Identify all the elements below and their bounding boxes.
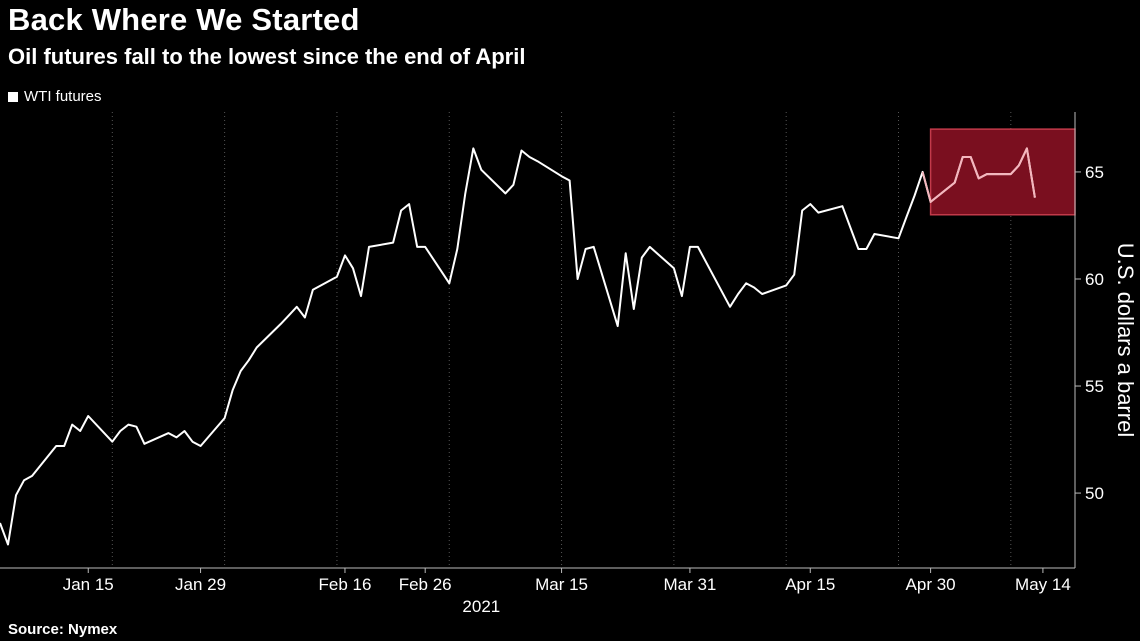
x-tick-label: Feb 26 [399,575,452,594]
legend: WTI futures [8,88,102,105]
legend-label: WTI futures [24,88,102,105]
y-tick-label: 65 [1085,163,1104,182]
x-tick-label: Apr 30 [906,575,956,594]
y-tick-label: 55 [1085,377,1104,396]
series-layer [0,147,1036,546]
x-tick-label: Mar 15 [535,575,588,594]
source-note: Source: Nymex [8,621,118,638]
x-tick-label: Apr 15 [785,575,835,594]
series-line-wti [0,147,1036,546]
label-layer: 50 55 60 65 Jan 15 Jan 29 Feb 16 Feb 26 Mar 15 Ma… [63,163,1138,616]
highlight-box [929,128,1076,216]
x-tick-label: Jan 15 [63,575,114,594]
y-tick-label: 50 [1085,484,1104,503]
x-tick-label: Jan 29 [175,575,226,594]
x-year-label: 2021 [462,597,500,616]
y-axis-title: U.S. dollars a barrel [1113,243,1138,437]
x-tick-label: Feb 16 [318,575,371,594]
axis-layer [0,112,1081,573]
x-tick-label: Mar 31 [663,575,716,594]
x-tick-label: May 14 [1015,575,1071,594]
series-line-highlighted [921,147,1036,203]
legend-swatch [8,91,18,102]
chart-title: Back Where We Started [8,2,360,37]
y-tick-label: 60 [1085,270,1104,289]
highlight-layer [929,128,1076,216]
chart-subtitle: Oil futures fall to the lowest since the… [8,44,526,69]
grid-layer [111,112,1012,568]
